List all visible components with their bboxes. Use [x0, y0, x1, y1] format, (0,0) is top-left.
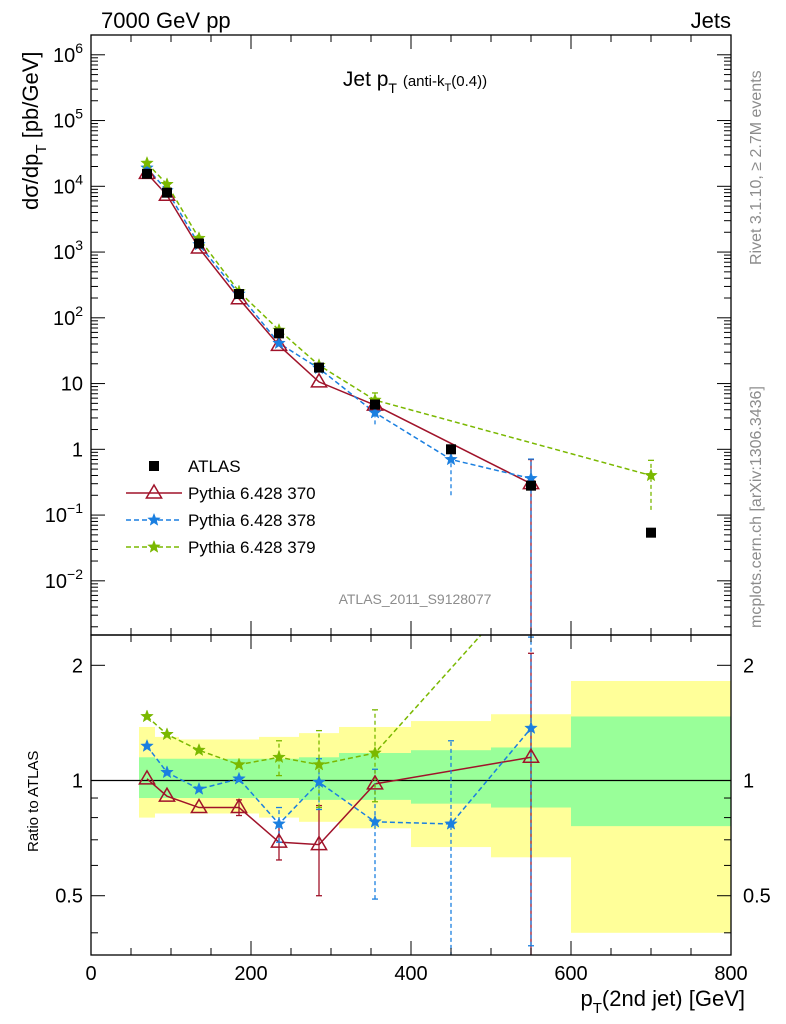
main-y-tick-label: 10−2 — [45, 566, 83, 593]
x-tick-label: 800 — [714, 963, 747, 985]
series-2-point — [368, 405, 382, 419]
series-3-line — [146, 162, 652, 477]
ratio-y-tick-label-right: 1 — [743, 771, 754, 793]
ratio-series-1-point — [160, 765, 174, 779]
ratio-y-tick-label-right: 2 — [743, 655, 754, 677]
series-3-point — [160, 177, 174, 191]
ratio-series-1-point — [232, 771, 246, 785]
ratio-series-1-point — [192, 781, 206, 795]
ratio-series-2-point — [368, 745, 382, 759]
legend-label-3: Pythia 6.428 379 — [188, 538, 316, 557]
ratio-series-0-point — [230, 798, 248, 814]
ratio-series-2-point — [312, 757, 326, 771]
main-y-tick-label: 103 — [53, 237, 83, 264]
analysis-watermark: ATLAS_2011_S9128077 — [339, 591, 492, 607]
chart-title: Jet pT (anti-kT(0.4)) — [343, 68, 487, 96]
main-y-tick-label: 104 — [53, 171, 83, 198]
header-right-label: Jets — [691, 8, 731, 33]
mcplots-reference-label: mcplots.cern.ch [arXiv:1306.3436] — [748, 386, 765, 628]
main-y-tick-label: 102 — [53, 303, 83, 330]
series-2-point — [272, 336, 286, 350]
ratio-series-0-point — [190, 798, 208, 814]
green-band — [179, 758, 219, 799]
series-1-point — [310, 372, 328, 388]
main-y-tick-label: 10 — [61, 374, 83, 396]
ratio-series-2-line — [146, 635, 482, 766]
ratio-series-2-point — [160, 727, 174, 741]
series-0-point — [370, 399, 380, 410]
main-panel-axes: 10−2 10−1 1 10 102 103 104 105 106 — [45, 34, 732, 635]
x-tick-label: 0 — [85, 963, 96, 985]
legend-marker-3 — [147, 539, 161, 553]
ratio-series-2-point — [272, 750, 286, 764]
green-band — [571, 716, 731, 827]
ratio-y-tick-label-left: 1 — [72, 771, 83, 793]
series-3-point — [644, 468, 658, 482]
ratio-series-2-point — [192, 742, 206, 757]
legend-marker-1 — [145, 483, 163, 499]
x-tick-label: 200 — [234, 963, 267, 985]
ratio-panel-data — [138, 635, 540, 955]
main-panel-frame — [90, 34, 732, 636]
series-0-point — [234, 289, 244, 300]
x-tick-label: 400 — [394, 963, 427, 985]
series-0-point — [526, 480, 536, 491]
legend-label-0: ATLAS — [188, 457, 241, 476]
ratio-series-0-point — [158, 786, 176, 802]
legend-label-2: Pythia 6.428 378 — [188, 511, 316, 530]
ratio-series-1-point — [140, 738, 154, 752]
main-panel-data — [138, 155, 658, 635]
x-axis-label: pT(2nd jet) [GeV] — [581, 986, 746, 1017]
ratio-series-0-point — [270, 832, 288, 848]
ratio-series-0-point — [310, 835, 328, 851]
rivet-version-label: Rivet 3.1.10, ≥ 2.7M events — [748, 70, 765, 265]
series-3-point — [140, 155, 154, 169]
ratio-series-1-point — [444, 816, 458, 830]
ratio-series-1-point — [272, 816, 286, 830]
green-band — [155, 758, 179, 799]
ratio-series-0-point — [522, 747, 540, 763]
ratio-series-0-point — [366, 774, 384, 790]
series-0-point — [446, 444, 456, 455]
series-0-point — [142, 168, 152, 179]
main-y-tick-label: 106 — [53, 40, 83, 67]
main-y-tick-label: 10−1 — [45, 500, 83, 527]
series-0-point — [162, 187, 172, 198]
series-2-point — [444, 452, 458, 466]
legend-marker-0 — [149, 461, 159, 471]
ratio-y-axis-label: Ratio to ATLAS — [25, 751, 42, 852]
series-1-point — [270, 335, 288, 352]
ratio-y-tick-label-left: 0.5 — [55, 886, 83, 908]
series-0-point — [646, 527, 656, 538]
legend: ATLAS Pythia 6.428 370 Pythia 6.428 378 Pyt… — [126, 457, 316, 557]
ratio-panel-frame — [90, 634, 732, 956]
series-0-point — [274, 328, 284, 339]
ratio-series-1-point — [312, 774, 326, 789]
series-0-point — [194, 238, 204, 249]
ratio-y-tick-label-left: 2 — [72, 655, 83, 677]
header-left-label: 7000 GeV pp — [101, 8, 231, 33]
legend-marker-2 — [147, 512, 161, 526]
ratio-series-1-point — [368, 814, 382, 828]
ratio-series-0-point — [138, 769, 156, 785]
series-0-point — [314, 362, 324, 373]
ratio-y-tick-label-right: 0.5 — [743, 886, 771, 908]
ratio-series-2-point — [140, 709, 154, 723]
main-y-tick-label: 1 — [72, 439, 83, 461]
ratio-panel-axes: 0.5 0.5 1 1 2 2 0 200 400 600 800 — [55, 635, 771, 985]
ratio-uncertainty-bands — [91, 680, 731, 933]
main-y-axis-label: dσ/dpT [pb/GeV] — [18, 51, 50, 210]
ratio-series-2-point — [232, 757, 246, 771]
main-y-tick-label: 105 — [53, 106, 83, 133]
x-tick-label: 600 — [554, 963, 587, 985]
ratio-series-1-point — [524, 720, 538, 735]
series-1-line — [146, 172, 532, 485]
series-2-line — [146, 167, 532, 480]
legend-label-1: Pythia 6.428 370 — [188, 484, 316, 503]
green-band — [139, 757, 155, 799]
